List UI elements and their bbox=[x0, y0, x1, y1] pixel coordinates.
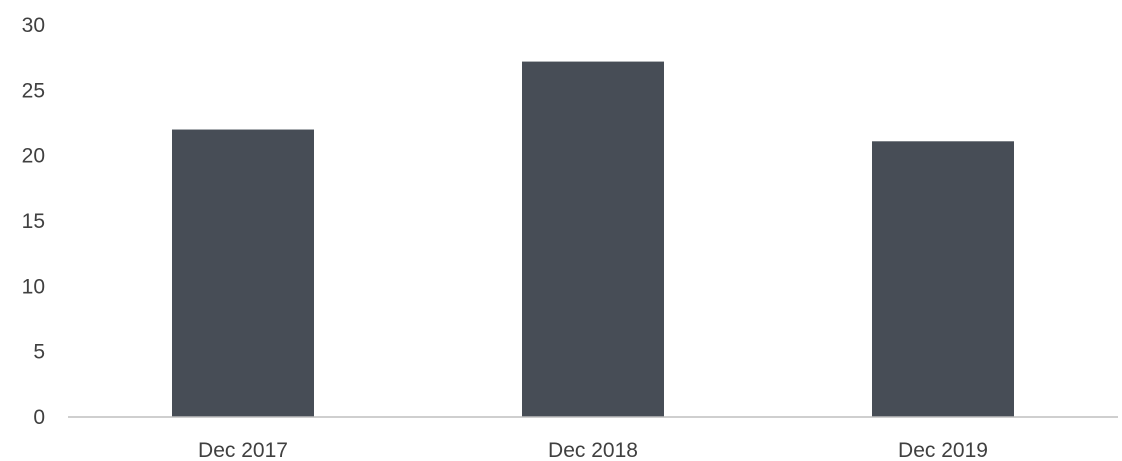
x-category-label: Dec 2019 bbox=[898, 439, 988, 461]
bar-dec-2017 bbox=[172, 129, 314, 418]
bar-dec-2018 bbox=[522, 61, 664, 417]
bar-dec-2019 bbox=[872, 141, 1014, 417]
y-tick-label: 5 bbox=[33, 341, 45, 364]
y-tick-label: 15 bbox=[22, 210, 45, 233]
y-tick-label: 30 bbox=[22, 14, 45, 37]
y-tick-label: 0 bbox=[33, 406, 45, 429]
x-category-label: Dec 2018 bbox=[548, 439, 638, 461]
y-axis-ticks: 0 5 10 15 20 25 30 bbox=[22, 14, 45, 429]
y-tick-label: 25 bbox=[22, 79, 45, 102]
y-tick-label: 10 bbox=[22, 275, 45, 298]
x-axis-labels: Dec 2017 Dec 2018 Dec 2019 bbox=[198, 439, 988, 461]
x-category-label: Dec 2017 bbox=[198, 439, 288, 461]
bars bbox=[172, 61, 1014, 418]
y-tick-label: 20 bbox=[22, 145, 45, 168]
